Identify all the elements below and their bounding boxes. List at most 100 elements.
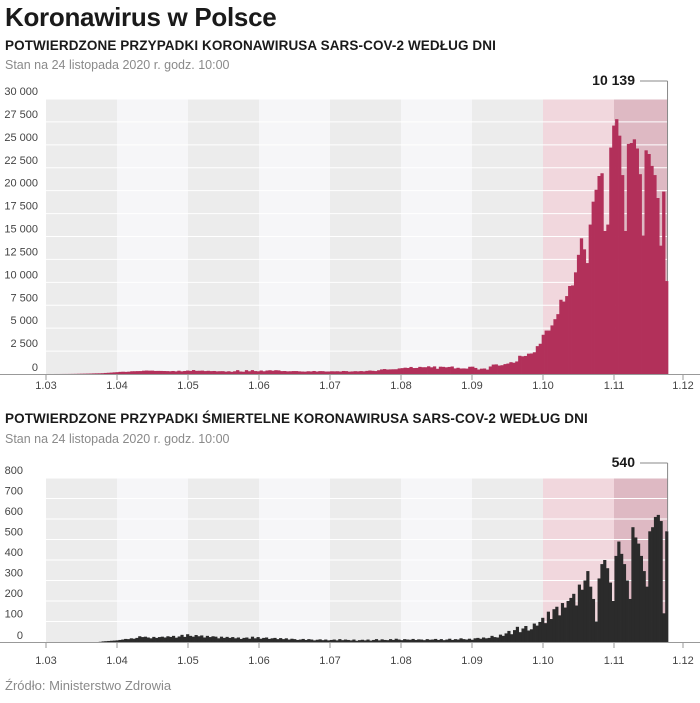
cases-bar [274, 370, 278, 374]
cases-bar [538, 343, 542, 374]
cases-bar [609, 147, 613, 374]
deaths-bar [157, 637, 162, 642]
deaths-bar [439, 639, 443, 642]
cases-x-tick-label: 1.04 [106, 380, 127, 392]
deaths-bar [391, 639, 395, 642]
cases-bar [277, 370, 281, 374]
cases-bar [283, 371, 287, 374]
cases-x-tick-label: 1.08 [390, 380, 411, 392]
cases-bar [294, 371, 299, 374]
deaths-bar [253, 638, 257, 642]
deaths-bar [431, 639, 435, 642]
cases-bar [429, 367, 434, 374]
cases-bar [377, 370, 381, 374]
deaths-bar [470, 639, 474, 642]
cases-bar [576, 254, 581, 374]
deaths-bar [327, 640, 331, 642]
cases-bar [623, 231, 628, 374]
deaths-bar [411, 638, 415, 642]
cases-y-tick-label: 0 [32, 362, 38, 374]
cases-bar [547, 330, 551, 374]
deaths-bar [600, 564, 604, 642]
deaths-bar [155, 637, 159, 642]
cases-bar [620, 175, 625, 374]
deaths-x-tick-label: 1.12 [672, 655, 693, 667]
cases-bar [312, 370, 316, 374]
cases-bar [503, 364, 507, 374]
cases-bar [350, 371, 354, 374]
deaths-bar [346, 639, 350, 642]
cases-bar [606, 224, 610, 374]
deaths-bar [228, 637, 232, 642]
deaths-bar [487, 637, 491, 642]
cases-bar [441, 366, 446, 374]
cases-bar [356, 371, 360, 374]
cases-x-tick-label: 1.03 [35, 380, 56, 392]
cases-bar [286, 371, 290, 374]
cases-bar [603, 231, 607, 374]
deaths-bar [625, 580, 629, 642]
deaths-bar [318, 639, 322, 642]
deaths-bar [639, 555, 643, 642]
cases-bar [100, 373, 105, 374]
cases-y-tick-label: 7 500 [10, 292, 38, 304]
deaths-bar [420, 639, 424, 642]
cases-bar [112, 372, 116, 374]
cases-bar [250, 370, 255, 374]
deaths-bar [355, 640, 359, 642]
cases-y-tick-label: 22 500 [4, 155, 38, 167]
deaths-bar [665, 531, 669, 642]
cases-bar [582, 249, 587, 374]
deaths-bar [436, 639, 441, 642]
cases-bar [382, 369, 387, 374]
cases-x-tick-label: 1.11 [604, 380, 625, 392]
deaths-bar [642, 571, 646, 642]
cases-bar [629, 143, 634, 374]
cases-bar [412, 368, 416, 374]
cases-bar [291, 371, 296, 374]
cases-bar [485, 369, 490, 374]
cases-bar [665, 281, 669, 374]
cases-bar [106, 372, 111, 374]
deaths-bar [445, 639, 449, 642]
deaths-bar [358, 640, 362, 642]
cases-bar [130, 371, 134, 374]
cases-bar [600, 173, 604, 374]
cases-bar [194, 370, 199, 374]
deaths-bar [163, 637, 167, 642]
deaths-bar [352, 639, 356, 642]
cases-bar [168, 371, 172, 374]
deaths-bar [448, 638, 452, 642]
deaths-bar [459, 638, 463, 642]
deaths-y-tick-label: 500 [5, 527, 23, 539]
deaths-bar [631, 527, 635, 642]
deaths-bar [180, 634, 184, 642]
deaths-bar [498, 634, 503, 642]
deaths-bar [239, 638, 243, 642]
cases-bar [147, 370, 152, 374]
deaths-bar [160, 636, 164, 642]
deaths-bar [324, 639, 328, 642]
deaths-bar [549, 619, 553, 642]
deaths-bar [270, 638, 274, 642]
deaths-bar [101, 641, 105, 642]
deaths-bar [408, 639, 412, 642]
cases-bar [344, 371, 349, 374]
cases-chart-title: POTWIERDZONE PRZYPADKI KORONAWIRUSA SARS… [5, 38, 496, 53]
cases-bar [524, 355, 528, 374]
cases-bar [230, 371, 234, 374]
cases-x-tick-label: 1.10 [532, 380, 553, 392]
cases-bar [421, 367, 425, 374]
cases-bar [541, 334, 545, 374]
cases-bar [150, 370, 155, 374]
cases-bar [239, 371, 243, 374]
cases-bar [327, 371, 331, 374]
cases-y-tick-label: 15 000 [4, 224, 38, 236]
deaths-bar [183, 636, 187, 643]
source-note: Źródło: Ministerstwo Zdrowia [5, 678, 172, 693]
cases-bar [221, 371, 225, 374]
deaths-y-tick-label: 100 [5, 609, 23, 621]
deaths-bar [169, 636, 173, 643]
deaths-bar [188, 635, 193, 642]
cases-bar [136, 371, 140, 374]
